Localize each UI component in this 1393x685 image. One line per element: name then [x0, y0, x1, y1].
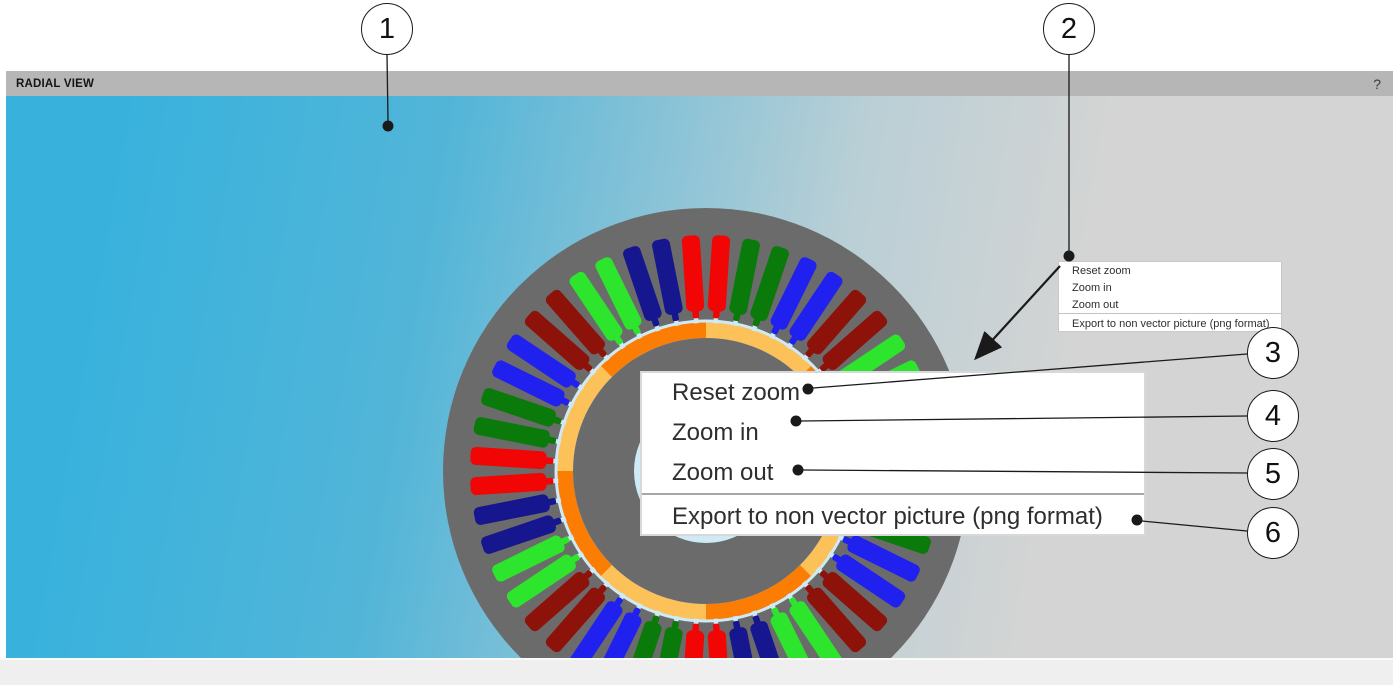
stator-slot — [707, 235, 731, 324]
stator-slot — [470, 472, 559, 496]
stator-slot — [837, 534, 920, 582]
stator-slot — [652, 238, 683, 327]
menu-item-export-png[interactable]: Export to non vector picture (png format… — [1059, 313, 1281, 333]
slot-winding — [481, 388, 556, 427]
stator-slot — [801, 580, 867, 653]
stator-slot — [492, 360, 575, 408]
stator-slot — [506, 334, 585, 391]
menu-item-reset-zoom[interactable]: Reset zoom — [672, 379, 801, 406]
stator-slot — [623, 246, 662, 332]
callout-5: 5 — [1247, 448, 1299, 500]
slot-winding — [481, 515, 556, 554]
stator-slot — [473, 417, 562, 448]
slot-winding — [473, 494, 550, 525]
bottom-bar — [0, 658, 1393, 685]
stator-slot — [492, 534, 575, 582]
stator-slot — [473, 494, 562, 525]
stator-slot — [681, 235, 705, 324]
rotor-magnet-segment — [705, 322, 812, 378]
slot-winding — [473, 417, 550, 448]
stator-slot — [786, 271, 843, 350]
slot-winding — [681, 235, 705, 312]
slot-winding — [569, 601, 623, 671]
slot-winding — [545, 587, 606, 653]
stator-slot — [801, 289, 867, 362]
slot-winding — [506, 334, 576, 388]
slot-winding — [652, 238, 683, 315]
slot-winding — [492, 360, 565, 407]
menu-item-zoom-out[interactable]: Zoom out — [1072, 298, 1119, 311]
callout-1: 1 — [361, 3, 413, 55]
slot-winding — [806, 289, 867, 355]
stator-slot — [545, 580, 611, 653]
slot-winding — [847, 535, 920, 582]
menu-item-reset-zoom[interactable]: Reset zoom — [1072, 264, 1131, 277]
stator-slot — [524, 310, 597, 376]
slot-winding — [595, 257, 642, 330]
rotor-magnet-segment — [557, 470, 613, 577]
slot-winding — [545, 289, 606, 355]
stator-slot — [506, 551, 585, 608]
context-menu-large: Reset zoom Zoom in Zoom out Export to no… — [640, 371, 1146, 536]
context-menu-small: Reset zoom Zoom in Zoom out Export to no… — [1058, 261, 1282, 332]
rotor-magnet-segment — [600, 564, 707, 620]
stator-slot — [827, 551, 906, 608]
slot-winding — [470, 472, 547, 496]
stator-slot — [595, 257, 643, 340]
slot-winding — [750, 246, 789, 321]
stator-slot — [481, 515, 567, 554]
slot-winding — [729, 238, 760, 315]
slot-winding — [569, 271, 623, 341]
callout-2: 2 — [1043, 3, 1095, 55]
stator-slot — [786, 592, 843, 671]
stator-slot — [769, 257, 817, 340]
slot-winding — [524, 310, 590, 371]
menu-item-export-png[interactable]: Export to non vector picture (png format… — [642, 493, 1144, 538]
rotor-magnet-segment — [557, 365, 613, 472]
slot-winding — [524, 571, 590, 632]
stator-slot — [481, 388, 567, 427]
stator-slot — [815, 566, 888, 632]
stator-slot — [545, 289, 611, 362]
titlebar: RADIAL VIEW ? — [6, 71, 1393, 96]
stator-slot — [569, 592, 626, 671]
stator-slot — [729, 238, 760, 327]
slot-winding — [492, 535, 565, 582]
slot-winding — [836, 554, 906, 608]
callout-6: 6 — [1247, 507, 1299, 559]
help-icon[interactable]: ? — [1373, 75, 1381, 92]
slot-winding — [806, 587, 867, 653]
slot-winding — [789, 271, 843, 341]
slot-winding — [623, 246, 662, 321]
rotor-magnet-segment — [600, 322, 707, 378]
callout-3: 3 — [1247, 327, 1299, 379]
callout-4: 4 — [1247, 390, 1299, 442]
rotor-magnet-segment — [705, 564, 812, 620]
stator-slot — [470, 446, 559, 470]
stator-slot — [569, 271, 626, 350]
slot-winding — [506, 554, 576, 608]
stator-slot — [524, 566, 597, 632]
menu-item-zoom-in[interactable]: Zoom in — [1072, 281, 1112, 294]
slot-winding — [470, 446, 547, 470]
slot-winding — [822, 571, 888, 632]
stator-slot — [750, 246, 789, 332]
slot-winding — [789, 601, 843, 671]
window-title: RADIAL VIEW — [16, 77, 95, 90]
menu-item-zoom-out[interactable]: Zoom out — [672, 459, 774, 486]
slot-winding — [770, 257, 817, 330]
slot-winding — [707, 235, 731, 312]
menu-item-zoom-in[interactable]: Zoom in — [672, 419, 759, 446]
